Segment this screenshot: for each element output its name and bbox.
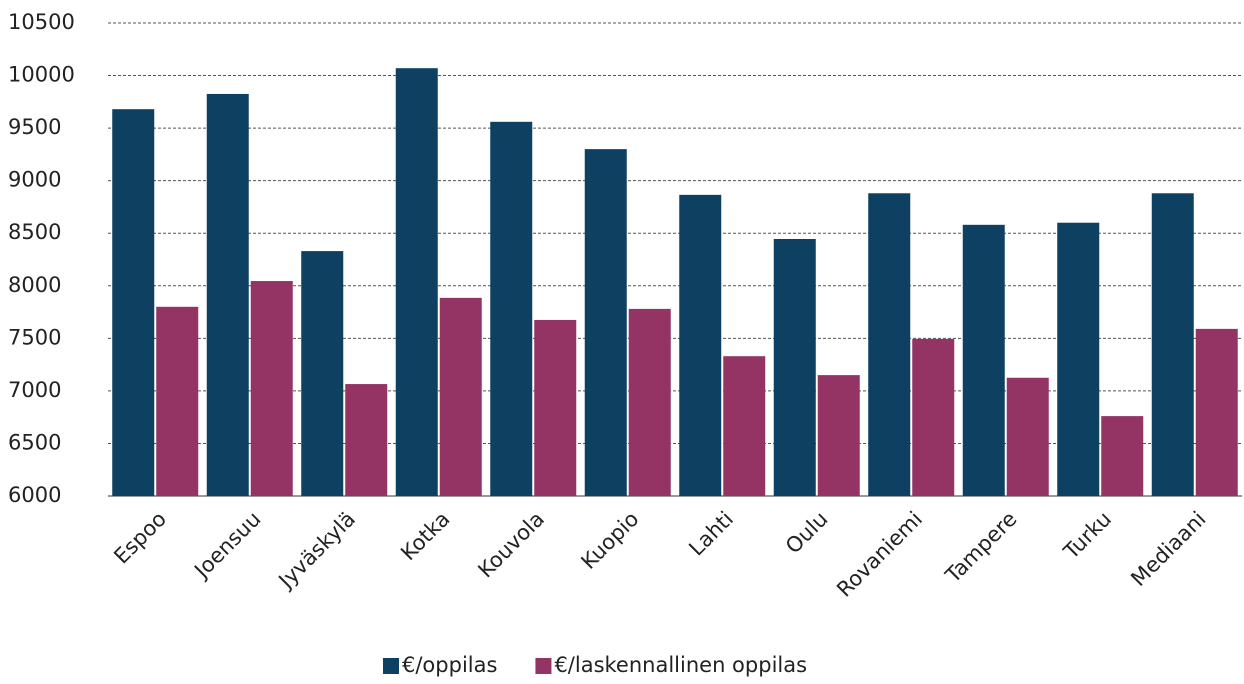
bar bbox=[112, 109, 155, 497]
x-tick-label: Tampere bbox=[940, 507, 1021, 588]
bar bbox=[912, 338, 955, 496]
x-tick-label: Lahti bbox=[684, 507, 738, 561]
bar bbox=[679, 194, 722, 496]
x-tick-label: Joensuu bbox=[189, 507, 266, 584]
bar bbox=[206, 93, 249, 496]
y-tick-label: 9000 bbox=[8, 168, 61, 192]
x-tick-label: Mediaani bbox=[1126, 507, 1210, 591]
y-tick-label: 10500 bbox=[8, 10, 75, 34]
bar bbox=[534, 319, 577, 496]
y-tick-label: 10000 bbox=[8, 63, 75, 87]
legend-label: €/laskennallinen oppilas bbox=[554, 653, 807, 677]
bar bbox=[584, 149, 627, 496]
bar bbox=[1006, 377, 1049, 496]
bar bbox=[490, 121, 533, 496]
bar bbox=[301, 251, 344, 496]
bar bbox=[1195, 328, 1238, 496]
bar bbox=[395, 68, 438, 496]
x-tick-label: Jyväskylä bbox=[273, 507, 360, 594]
x-tick-label: Espoo bbox=[109, 507, 171, 569]
x-tick-label: Oulu bbox=[781, 507, 833, 559]
x-tick-label: Rovaniemi bbox=[832, 507, 927, 602]
x-tick-label: Kuopio bbox=[576, 507, 643, 574]
bar bbox=[773, 239, 816, 496]
bar bbox=[723, 356, 766, 496]
x-tick-label: Turku bbox=[1058, 507, 1116, 565]
bar bbox=[868, 193, 911, 496]
bar bbox=[817, 375, 860, 496]
bar bbox=[1057, 222, 1100, 496]
x-tick-label: Kotka bbox=[396, 507, 454, 565]
bar bbox=[345, 384, 388, 496]
legend-swatch bbox=[535, 658, 552, 674]
legend-swatch bbox=[383, 658, 399, 674]
bar bbox=[156, 306, 199, 496]
y-tick-label: 8000 bbox=[8, 273, 61, 297]
bar bbox=[250, 281, 293, 496]
bar bbox=[439, 297, 482, 496]
bar bbox=[1101, 416, 1144, 496]
y-tick-label: 6000 bbox=[8, 483, 61, 507]
bar bbox=[962, 224, 1005, 496]
y-tick-label: 8500 bbox=[8, 220, 61, 244]
y-tick-label: 7000 bbox=[8, 378, 61, 402]
y-tick-label: 7500 bbox=[8, 325, 61, 349]
bar bbox=[628, 308, 671, 496]
y-tick-label: 6500 bbox=[8, 430, 61, 454]
y-tick-label: 9500 bbox=[8, 115, 61, 139]
x-tick-label: Kouvola bbox=[473, 507, 549, 583]
legend-label: €/oppilas bbox=[402, 653, 497, 677]
bar bbox=[1151, 193, 1194, 496]
